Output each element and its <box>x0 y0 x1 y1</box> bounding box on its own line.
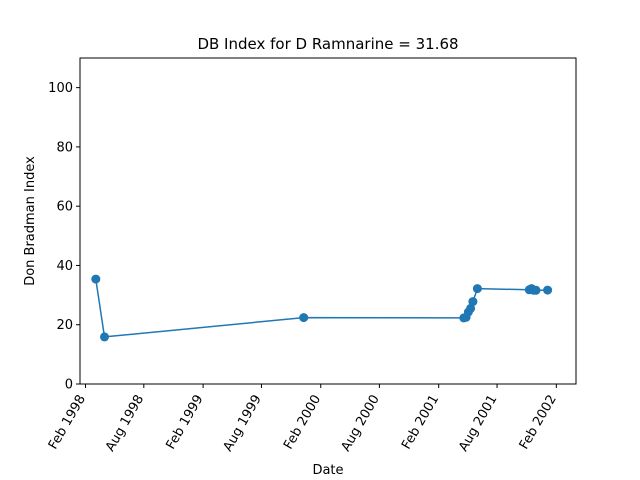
chart-title: DB Index for D Ramnarine = 31.68 <box>197 35 458 53</box>
data-point <box>472 284 482 294</box>
data-point <box>543 285 553 295</box>
y-tick-label: 40 <box>56 259 73 274</box>
y-tick-label: 0 <box>65 378 73 393</box>
data-point <box>91 274 101 284</box>
y-tick-label: 100 <box>48 81 73 96</box>
data-point <box>100 332 109 342</box>
x-axis-label: Date <box>312 463 343 478</box>
data-point <box>299 313 309 323</box>
y-axis-label: Don Bradman Index <box>23 156 38 286</box>
data-point <box>466 303 476 313</box>
y-tick-label: 80 <box>56 140 73 155</box>
plot-frame <box>79 57 577 385</box>
data-point <box>531 285 541 295</box>
y-tick-label: 60 <box>56 200 73 215</box>
data-point <box>468 297 478 307</box>
y-tick-label: 20 <box>56 318 73 333</box>
